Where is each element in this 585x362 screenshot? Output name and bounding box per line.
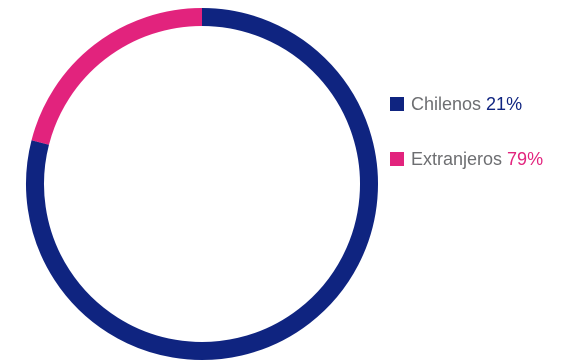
donut-segment-chilenos <box>26 8 378 360</box>
legend-label-extranjeros: Extranjeros <box>411 148 503 169</box>
donut-segment-extranjeros <box>31 8 203 145</box>
chart-legend: Chilenos 21% Extranjeros 79% <box>390 90 543 200</box>
legend-item-extranjeros: Extranjeros 79% <box>390 145 543 173</box>
legend-swatch-extranjeros <box>390 152 404 166</box>
legend-item-chilenos: Chilenos 21% <box>390 90 543 118</box>
legend-swatch-chilenos <box>390 97 404 111</box>
legend-value-extranjeros: 79% <box>507 148 544 169</box>
legend-value-chilenos: 21% <box>486 93 523 114</box>
legend-label-chilenos: Chilenos <box>411 93 482 114</box>
